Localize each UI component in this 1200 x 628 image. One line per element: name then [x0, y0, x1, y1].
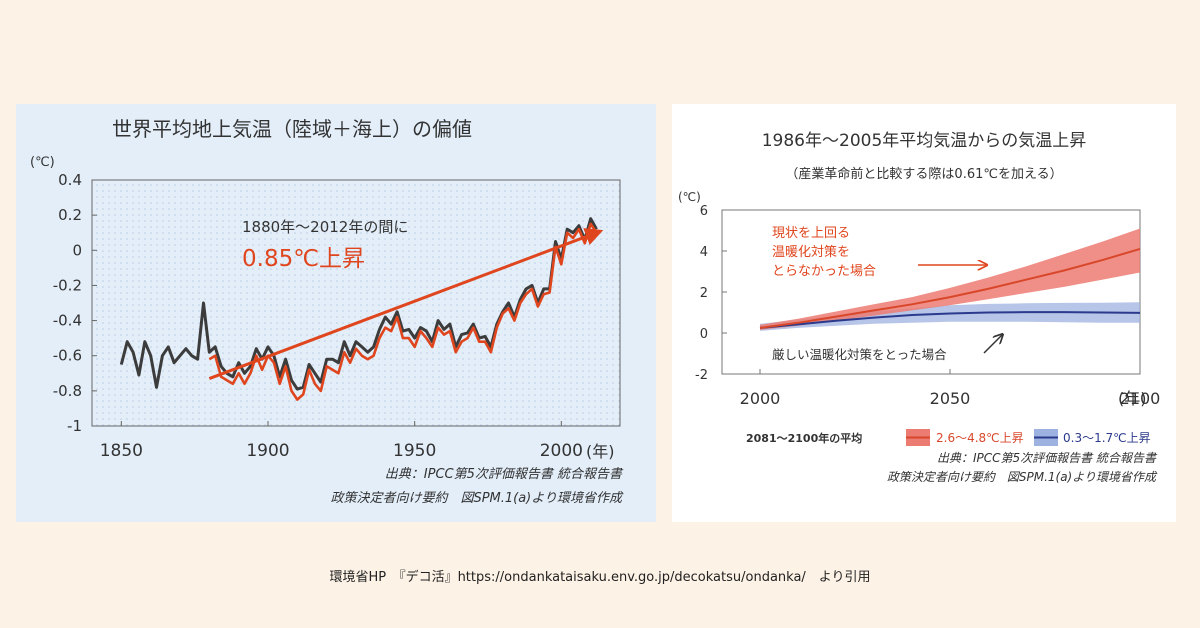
y-tick-label: -0.8: [53, 382, 82, 400]
y-axis-ticks: 6 4 2 0 -2: [695, 204, 727, 383]
source-line-1: 出典：IPCC第5次評価報告書 統合報告書: [937, 451, 1158, 465]
band-high-emission: [760, 228, 1140, 330]
line-high-emission: [759, 247, 1141, 329]
annotation-no-policy-2: 温暖化対策を: [772, 244, 850, 260]
x-axis-ticks: 2000 2050 2100: [740, 369, 1161, 408]
y-tick-label: -1: [67, 417, 82, 435]
x-tick-label: 2050: [930, 389, 971, 408]
y-tick-label: 4: [700, 245, 708, 260]
plot-area: [91, 179, 621, 427]
footer-credit: 環境省HP 『デコ活』https://ondankataisaku.env.go…: [329, 570, 871, 585]
y-tick-label: 6: [700, 204, 708, 219]
line-low-emission: [759, 311, 1141, 329]
x-tick-label: 1850: [100, 441, 143, 461]
x-tick-label: 1950: [393, 441, 436, 461]
annotation-period: 1880年～2012年の間に: [242, 218, 408, 236]
source-line-2: 政策決定者向け要約 図SPM.1(a)より環境省作成: [330, 490, 624, 506]
legend: 2081～2100年の平均 2.6～4.8℃上昇 0.3～1.7℃上昇: [746, 429, 1151, 446]
y-axis-ticks: 0.4 0.2 0 -0.2 -0.4 -0.6 -0.8 -1: [53, 171, 97, 435]
y-tick-label: -0.2: [53, 276, 82, 294]
x-axis-label: (年): [1118, 389, 1147, 408]
trend-arrow: [208, 228, 604, 380]
plot-area: [721, 209, 1141, 375]
legend-label-low: 0.3～1.7℃上昇: [1063, 431, 1151, 445]
projection-series: [759, 228, 1141, 331]
y-axis-label: (℃): [30, 155, 55, 170]
chart-title: 世界平均地上気温（陸域＋海上）の偏値: [112, 117, 472, 141]
y-tick-label: 0.4: [58, 171, 82, 189]
global-temperature-chart: 世界平均地上気温（陸域＋海上）の偏値 (℃) 0.4 0.2 0 -0.2 -0.4 -0…: [30, 117, 624, 506]
x-tick-label: 2100: [1120, 389, 1161, 408]
annotation-arrow-strict-policy: [983, 335, 1002, 354]
band-low-emission: [760, 302, 1140, 331]
source-line-1: 出典：IPCC第5次評価報告書 統合報告書: [385, 467, 624, 482]
chart-title: 1986年～2005年平均気温からの気温上昇: [762, 131, 1087, 151]
annotation-no-policy-3: とらなかった場合: [772, 264, 876, 279]
x-axis-label: (年): [586, 442, 615, 461]
y-tick-label: -0.6: [53, 347, 82, 365]
y-tick-label: 2: [700, 286, 708, 301]
y-tick-label: 0: [72, 241, 82, 259]
chart-subtitle: （産業革命前と比較する際は0.61℃を加える）: [785, 166, 1062, 182]
temperature-series: [119, 217, 598, 401]
y-tick-label: 0.2: [58, 206, 82, 224]
y-tick-label: 0: [700, 327, 708, 342]
y-tick-label: -2: [695, 368, 708, 383]
legend-label-high: 2.6～4.8℃上昇: [936, 431, 1024, 445]
source-line-2: 政策決定者向け要約 図SPM.1(a)より環境省作成: [887, 470, 1158, 484]
annotation-rise: 0.85℃上昇: [242, 246, 365, 272]
global-temperature-chart-panel: 世界平均地上気温（陸域＋海上）の偏値 (℃) 0.4 0.2 0 -0.2 -0.4 -0…: [16, 104, 656, 522]
y-axis-label: (℃): [678, 190, 701, 204]
x-axis-ticks: 1850 1900 1950 2000: [100, 421, 583, 461]
annotation-strict-policy: 厳しい温暖化対策をとった場合: [772, 347, 947, 362]
x-tick-label: 1900: [246, 441, 289, 461]
y-tick-label: -0.4: [53, 312, 82, 330]
annotation-no-policy-1: 現状を上回る: [772, 226, 850, 241]
legend-title: 2081～2100年の平均: [746, 431, 862, 445]
projection-chart-panel: 1986年～2005年平均気温からの気温上昇 （産業革命前と比較する際は0.61…: [672, 104, 1176, 522]
x-tick-label: 2000: [740, 389, 781, 408]
x-tick-label: 2000: [540, 441, 583, 461]
series-line-red: [208, 222, 598, 401]
projection-chart: 1986年～2005年平均気温からの気温上昇 （産業革命前と比較する際は0.61…: [678, 131, 1161, 484]
